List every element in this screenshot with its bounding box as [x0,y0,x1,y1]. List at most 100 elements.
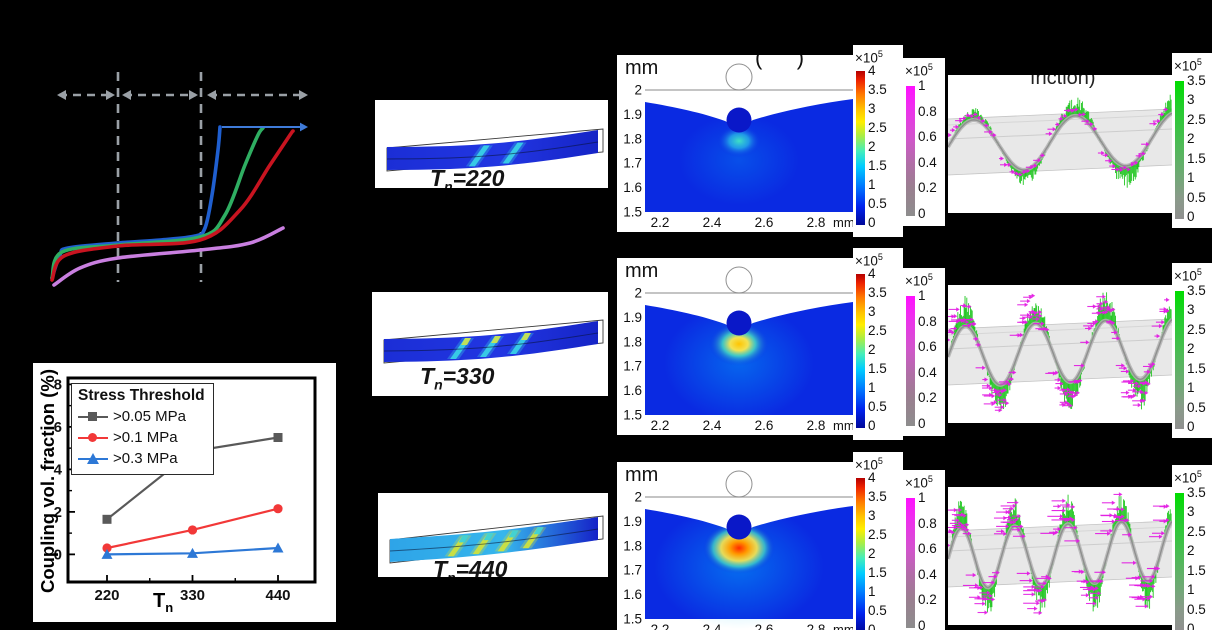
legend-item: >0.05 MPa [78,406,205,427]
colorbar-tick: 2 [868,139,876,154]
colorbar-tick: 3 [1187,504,1195,520]
svg-text:mm: mm [833,622,855,630]
svg-text:1.9: 1.9 [623,107,642,122]
svg-text:2.2: 2.2 [651,418,670,433]
jet-colorbar-1: ×105 4 3.5 3 2.5 2 1.5 1 0.5 0 [853,45,903,237]
beam-label: Tn=330 [420,363,494,393]
colorbar-tick: 3 [868,304,876,319]
colorbar-tick: 2 [1187,543,1195,559]
svg-text:2.2: 2.2 [651,622,670,630]
colorbar-gradient [1175,81,1184,219]
colorbar-tick: 0.8 [918,515,937,531]
beam-label-sub: n [434,377,443,393]
colorbar-tick: 0.6 [918,339,937,355]
colorbar-scale: ×105 [1174,57,1202,74]
svg-text:2.6: 2.6 [755,622,774,630]
colorbar-tick: 4 [868,266,876,281]
beam-body [387,130,598,170]
colorbar-tick: 1.5 [1187,150,1206,166]
colorbar-tick: 1 [918,78,926,93]
colorbar-scale: ×105 [905,272,933,289]
colorbar-tick: 0.4 [918,364,937,380]
triangle-marker-icon [78,452,108,466]
svg-text:mm: mm [833,418,855,433]
svg-text:1.6: 1.6 [623,587,642,602]
svg-text:2.4: 2.4 [703,622,722,630]
stress-field-heatmap-3: 2 1.9 1.8 1.7 1.6 1.5 2.2 2.4 2.6 2.8 mm mm [617,462,855,630]
x-axis-label: Tn [153,590,173,615]
colorbar-tick: 3.5 [1187,485,1206,500]
colorbar-tick: 2.5 [1187,111,1206,127]
legend-item-label: >0.1 MPa [113,429,178,446]
colorbar-tick: 0 [868,215,876,230]
colorbar-gradient [906,296,915,426]
y-axis-label: Coupling vol. fraction (%) [37,368,58,594]
beam-label-sub: n [447,570,456,577]
colorbar-tick: 1 [1187,170,1195,186]
indenter-outline-circle [725,266,753,294]
svg-text:1.8: 1.8 [623,538,642,553]
colorbar-tick: 0 [1187,621,1195,630]
colorbar-tick: 0 [868,418,876,433]
circle-marker-icon [78,431,108,445]
colorbar-tick: 3 [1187,302,1195,318]
beam-label-base: T [420,363,435,390]
colorbar-tick: 2 [1187,131,1195,147]
colorbar-tick: 1.5 [1187,360,1206,376]
colorbar-tick: 0.4 [918,154,937,170]
colorbar-tick: 0.5 [868,196,887,211]
magenta-colorbar-2: ×105 1 0.8 0.6 0.4 0.2 0 [903,268,945,436]
colorbar-tick: 0 [1187,209,1195,224]
colorbar-scale: ×105 [905,62,933,79]
colorbar-scale: ×105 [1174,267,1202,284]
vector-field [948,94,1172,188]
jet-colorbar-3: ×105 4 3.5 3 2.5 2 1.5 1 0.5 0 [853,452,903,630]
colorbar-scale: ×105 [855,252,883,269]
colorbar-scale: ×105 [905,474,933,491]
svg-text:440: 440 [265,587,290,604]
svg-text:1.6: 1.6 [623,383,642,398]
beam-band [948,521,1172,587]
svg-text:2.8: 2.8 [807,215,826,230]
contact-hotspot [717,125,761,157]
beam-label-rest: =330 [442,363,495,390]
clipped-title-fragment: friction) [1030,75,1096,89]
svg-text:1.8: 1.8 [623,131,642,146]
heatmap-plot: 2 1.9 1.8 1.7 1.6 1.5 2.2 2.4 2.6 2.8 mm [623,470,855,630]
svg-text:1.5: 1.5 [623,408,642,423]
legend-item-label: >0.05 MPa [113,408,186,425]
colorbar-tick: 0.8 [918,313,937,329]
colorbar-gradient [1175,291,1184,429]
colorbar-tick: 1 [918,490,926,505]
colorbar-tick: 1 [868,380,876,395]
beam-label-sub: n [444,179,453,188]
green-curve [50,126,265,280]
colorbar-tick: 2.5 [868,323,887,338]
vector-field [948,292,1172,413]
magenta-colorbar-1: ×105 1 0.8 0.6 0.4 0.2 0 [903,58,945,226]
colorbar-tick: 3 [868,508,876,523]
colorbar-tick: 3.5 [1187,73,1206,88]
coupling-fraction-chart-panel: 0 2 4 6 8 220 330 440 Coupling vol. fraction (%… [33,363,336,622]
svg-text:1.7: 1.7 [623,359,642,374]
beam-snapshot-Tn330: Tn=330 [372,292,608,396]
indenter-circle [726,514,752,540]
svg-text:2: 2 [54,504,62,521]
square-marker-icon [78,410,108,424]
beam-body [384,321,598,362]
magenta-colorbar-3: ×105 1 0.8 0.6 0.4 0.2 0 [903,470,945,630]
beam-image [386,128,604,172]
colorbar-tick: 4 [868,63,876,78]
colorbar-tick: 1.5 [868,361,887,376]
svg-text:330: 330 [180,587,205,604]
svg-text:1.7: 1.7 [623,156,642,171]
colorbar-tick: 0.4 [918,566,937,582]
colorbar-tick: 1.5 [868,565,887,580]
svg-text:8: 8 [54,376,62,393]
beam-body [390,517,598,562]
violet-curve [52,226,285,287]
colorbar-tick: 1 [1187,380,1195,396]
legend-title: Stress Threshold [78,387,205,404]
svg-text:2.4: 2.4 [703,418,722,433]
colorbar-tick: 0 [918,416,926,431]
